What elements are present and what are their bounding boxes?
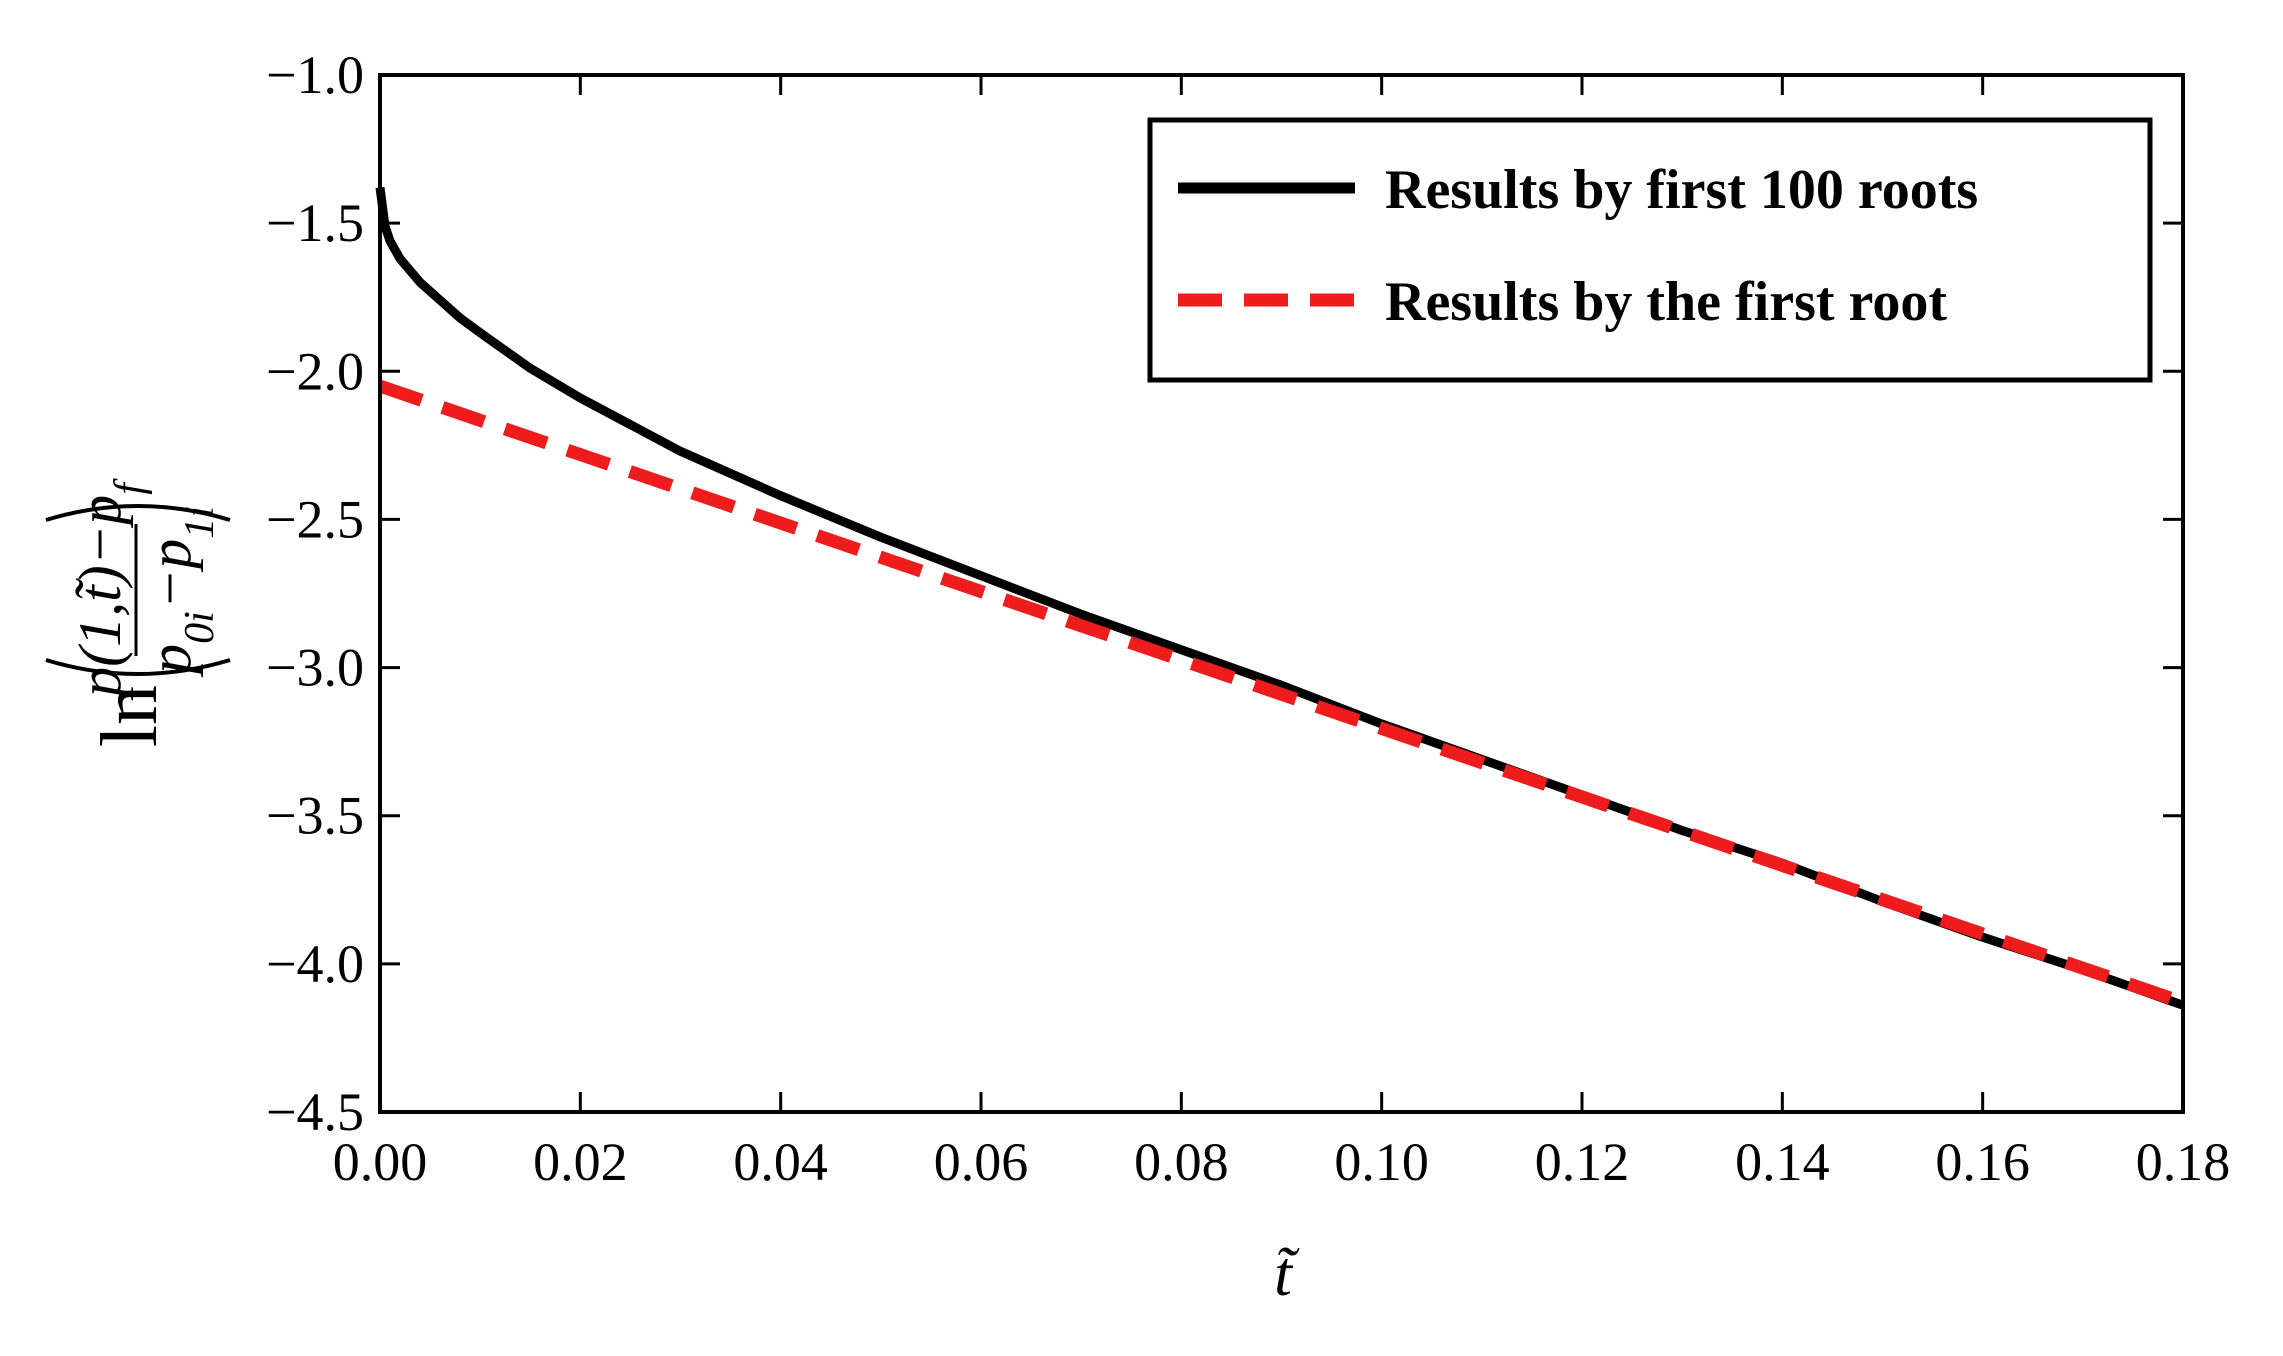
legend-label-1: Results by first 100 roots	[1385, 159, 1978, 221]
x-tick-label: 0.14	[1735, 1132, 1830, 1192]
y-axis-label-denominator: p0i−p1i	[137, 506, 223, 678]
legend-label-2: Results by the first root	[1385, 271, 1947, 333]
plot-frame	[378, 73, 2185, 1114]
y-tick-label: −3.0	[266, 638, 364, 698]
x-tick-label: 0.12	[1535, 1132, 1630, 1192]
y-axis-label-prefix: ln	[86, 685, 174, 747]
y-tick-label: −2.5	[266, 489, 364, 549]
x-tick-label: 0.00	[333, 1132, 428, 1192]
y-axis-label-numerator: p(1,t̃)−pf	[67, 478, 153, 701]
y-tick-label: −1.5	[266, 193, 364, 253]
legend-box	[1147, 117, 2153, 383]
legend: Results by first 100 roots Results by the…	[1147, 117, 2153, 383]
axis-ticks: 0.00 0.02 0.04 0.06 0.08 0.10 0.12 0.14 0.16 0.18…	[266, 45, 2230, 1192]
x-tick-label: 0.08	[1134, 1132, 1229, 1192]
series-lines	[375, 187, 2186, 1010]
y-axis-label: ln p(1,t̃)−pf p0i−p1i	[45, 478, 231, 747]
x-tick-label: 0.18	[2136, 1132, 2231, 1192]
x-axis-label: t̃	[1274, 1238, 1300, 1309]
x-tick-label: 0.02	[533, 1132, 628, 1192]
y-axis-label-left-paren	[45, 658, 231, 676]
y-tick-label: −1.0	[266, 45, 364, 105]
x-tick-label: 0.10	[1334, 1132, 1429, 1192]
x-tick-label: 0.04	[733, 1132, 828, 1192]
series-line-2	[377, 379, 2186, 1009]
x-tick-label: 0.16	[1935, 1132, 2030, 1192]
y-tick-label: −3.5	[266, 786, 364, 846]
y-tick-label: −2.0	[266, 341, 364, 401]
series-line-1	[375, 187, 2185, 1010]
x-tick-label: 0.06	[934, 1132, 1029, 1192]
y-tick-label: −4.0	[266, 934, 364, 994]
y-axis-label-right-paren	[45, 504, 231, 522]
y-tick-label: −4.5	[266, 1082, 364, 1142]
